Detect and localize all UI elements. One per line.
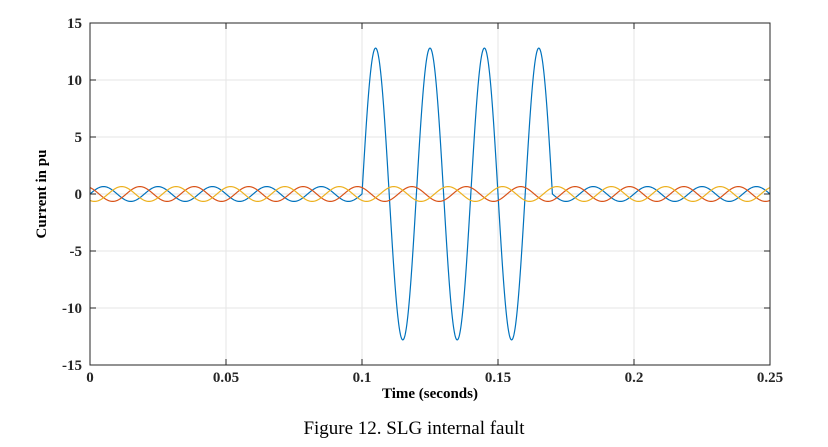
y-tick-label: -15 bbox=[62, 358, 82, 374]
x-tick-label: 0.05 bbox=[213, 370, 239, 386]
x-tick-label: 0.1 bbox=[353, 370, 372, 386]
x-tick-label: 0.25 bbox=[757, 370, 783, 386]
axis-ticks: 0 0.05 0.1 0.15 0.2 0.25 -15 -10 -5 0 5 10 15 bbox=[62, 16, 783, 386]
y-tick-label: 15 bbox=[67, 16, 82, 32]
y-tick-label: 0 bbox=[75, 187, 83, 203]
x-tick-label: 0.15 bbox=[485, 370, 511, 386]
series-lines bbox=[89, 47, 771, 341]
y-tick-label: 10 bbox=[67, 73, 82, 89]
x-tick-label: 0 bbox=[86, 370, 94, 386]
x-tick-label: 0.2 bbox=[625, 370, 644, 386]
series-line-3 bbox=[89, 185, 771, 203]
y-axis-label: Current in pu bbox=[34, 150, 50, 239]
y-tick-label: -5 bbox=[70, 244, 83, 260]
figure-caption: Figure 12. SLG internal fault bbox=[303, 418, 525, 439]
y-tick-label: 5 bbox=[75, 130, 83, 146]
chart-svg: 0 0.05 0.1 0.15 0.2 0.25 -15 -10 -5 0 5 10 15 Time (… bbox=[34, 16, 783, 402]
y-tick-label: -10 bbox=[62, 301, 82, 317]
x-axis-label: Time (seconds) bbox=[382, 386, 478, 402]
